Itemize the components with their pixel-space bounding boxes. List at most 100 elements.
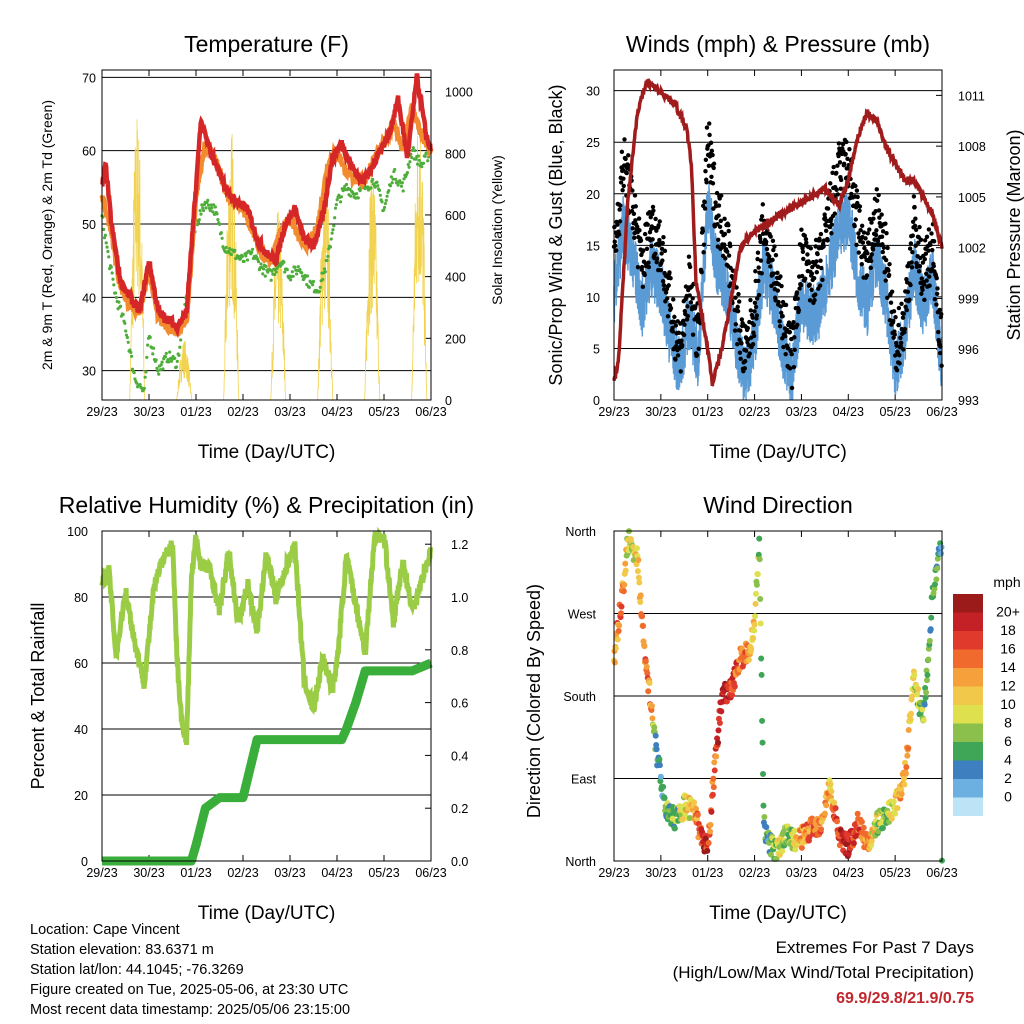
gust-point (912, 204, 917, 210)
gust-point (814, 259, 819, 264)
gust-point (617, 219, 623, 224)
colorbar-swatch (953, 797, 983, 816)
x-axis-label: Time (Day/UTC) (709, 903, 847, 924)
dewpoint-point (373, 185, 377, 189)
gust-point (814, 269, 819, 275)
gust-point (657, 219, 662, 224)
gust-point (900, 315, 906, 320)
gust-point (654, 259, 659, 265)
dewpoint-point (382, 205, 387, 210)
dewpoint-point (155, 366, 159, 370)
gust-point (876, 192, 881, 198)
direction-point (767, 851, 774, 858)
gust-point (660, 278, 666, 284)
dewpoint-point (333, 216, 337, 220)
gust-point (777, 319, 782, 324)
gust-point (818, 258, 823, 263)
dewpoint-point (102, 227, 106, 231)
y2-tick-label: 1008 (958, 140, 986, 154)
dewpoint-point (401, 189, 405, 193)
gust-point (630, 226, 635, 231)
gust-point (880, 242, 885, 247)
gust-point (632, 235, 637, 241)
y-tick-label: 30 (586, 85, 600, 99)
gust-point (896, 322, 901, 328)
gust-point (905, 289, 911, 294)
direction-point (635, 574, 642, 581)
gust-point (673, 357, 678, 362)
dewpoint-point (210, 206, 214, 210)
y2-axis-label: Solar Insolation (Yellow) (489, 155, 505, 305)
direction-point (710, 775, 717, 782)
gust-point (928, 242, 933, 247)
y-tick-label: 60 (74, 657, 88, 671)
x-tick-label: 29/23 (598, 405, 629, 419)
dewpoint-point (389, 175, 393, 179)
dewpoint-point (283, 270, 287, 274)
dewpoint-point (385, 194, 389, 198)
y2-tick-label: 0.2 (451, 802, 468, 816)
gust-point (675, 353, 681, 358)
gust-point (679, 338, 684, 343)
gust-point (807, 282, 812, 287)
direction-point (933, 576, 940, 583)
dewpoint-point (269, 278, 273, 282)
gust-point (838, 177, 844, 183)
gust-point (818, 231, 824, 237)
speed-colorbar: mph 20+ 18 16 14 12 10 8 6 4 2 0 (953, 574, 1021, 816)
direction-point (693, 805, 699, 812)
direction-point (752, 590, 759, 597)
gust-point (926, 248, 931, 253)
gust-point (834, 170, 839, 176)
direction-point (758, 655, 765, 662)
y-tick-label: 70 (82, 71, 96, 85)
direction-point (755, 551, 762, 558)
dewpoint-point (132, 371, 136, 375)
y-axis-label: Sonic/Prop Wind & Gust (Blue, Black) (546, 84, 566, 385)
x-tick-label: 06/23 (926, 405, 957, 419)
dewpoint-point (272, 272, 277, 277)
direction-point (649, 715, 656, 722)
gust-point (726, 253, 732, 258)
direction-point (715, 739, 722, 746)
gust-point (640, 284, 646, 290)
direction-point (644, 670, 651, 677)
dewpoint-point (358, 189, 362, 193)
gust-point (924, 234, 930, 239)
direction-point (637, 599, 644, 606)
chart-title: Winds (mph) & Pressure (mb) (626, 31, 930, 57)
gust-point (670, 325, 675, 331)
gust-point (856, 250, 861, 255)
y2-tick-label: 1002 (958, 242, 986, 256)
direction-point (757, 620, 764, 627)
gust-point (899, 301, 904, 306)
gust-point (750, 342, 756, 347)
dewpoint-point (344, 182, 349, 187)
gust-point (718, 218, 724, 224)
direction-point (868, 838, 875, 845)
gust-point (837, 160, 843, 165)
dewpoint-point (103, 233, 107, 237)
dewpoint-point (144, 370, 148, 374)
dewpoint-point (317, 289, 322, 293)
y-tick-label: 20 (74, 789, 88, 803)
direction-point (640, 622, 647, 629)
dewpoint-point (332, 224, 336, 228)
direction-point (729, 691, 736, 698)
gust-point (751, 333, 757, 339)
gust-point (892, 353, 898, 358)
direction-point (694, 811, 701, 818)
colorbar-label: 16 (1000, 641, 1016, 657)
gust-point (924, 271, 929, 276)
gust-point (804, 240, 809, 245)
gust-point (923, 251, 929, 256)
colorbar-swatch (953, 705, 983, 724)
x-axis-label: Time (Day/UTC) (709, 442, 847, 463)
gust-point (888, 300, 894, 305)
direction-point (922, 694, 929, 701)
gust-point (612, 239, 617, 244)
gust-point (795, 296, 800, 301)
y-tick-label: 0 (593, 394, 600, 408)
gust-point (639, 264, 645, 270)
direction-point (641, 643, 648, 650)
